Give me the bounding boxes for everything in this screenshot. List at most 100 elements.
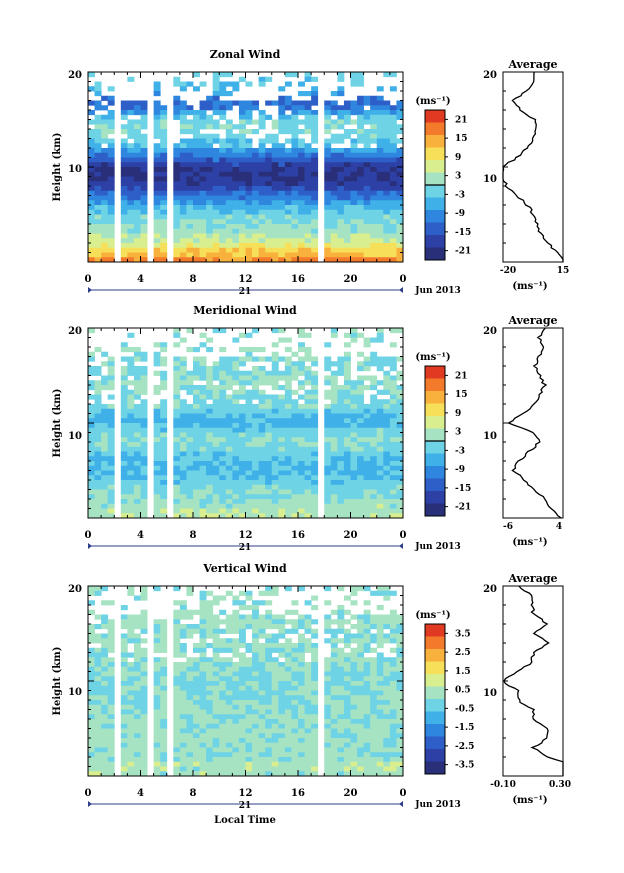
meridional-heatmap-cell (133, 418, 141, 424)
zonal-heatmap-cell (330, 214, 338, 220)
vertical-heatmap-cell (219, 619, 227, 625)
vertical-heatmap-cell (94, 709, 102, 715)
meridional-heatmap-cell (179, 503, 187, 509)
zonal-heatmap-cell (245, 152, 253, 158)
zonal-heatmap-cell (212, 233, 220, 239)
zonal-heatmap-cell (173, 167, 181, 173)
meridional-heatmap-cell (173, 513, 181, 519)
meridional-heatmap-cell (271, 342, 279, 348)
meridional-heatmap-cell (101, 499, 109, 505)
zonal-heatmap-cell (363, 238, 371, 244)
zonal-heatmap-cell (127, 200, 135, 206)
vertical-heatmap-cell (153, 643, 161, 649)
vertical-heatmap-cell (101, 666, 109, 672)
zonal-heatmap-cell (370, 171, 378, 177)
zonal-heatmap-cell (199, 224, 207, 230)
zonal-heatmap-cell (160, 152, 168, 158)
meridional-heatmap-cell (238, 408, 246, 414)
vertical-heatmap-cell (357, 586, 365, 592)
zonal-heatmap-cell (238, 247, 246, 253)
meridional-heatmap-cell (212, 418, 220, 424)
zonal-heatmap-cell (343, 243, 351, 249)
zonal-heatmap-cell (238, 114, 246, 120)
vertical-heatmap-cell (389, 738, 397, 744)
zonal-heatmap-cell (363, 157, 371, 163)
vertical-heatmap-cell (278, 633, 286, 639)
vertical-heatmap-cell (383, 690, 391, 696)
vertical-heatmap-cell (186, 757, 194, 763)
meridional-heatmap-cell (101, 385, 109, 391)
zonal-xtick-8: 8 (190, 274, 197, 285)
vertical-heatmap-cell (219, 643, 227, 649)
zonal-heatmap-cell (127, 214, 135, 220)
meridional-heatmap-cell (153, 461, 161, 467)
vertical-heatmap-cell (252, 666, 260, 672)
meridional-heatmap-cell (245, 347, 253, 353)
meridional-heatmap-cell (389, 461, 397, 467)
vertical-heatmap-cell (284, 647, 292, 653)
zonal-heatmap-cell (140, 100, 148, 106)
vertical-heatmap-cell (350, 657, 358, 663)
zonal-heatmap-cell (298, 233, 305, 239)
meridional-heatmap-cell (265, 442, 273, 448)
zonal-heatmap-cell (271, 138, 279, 144)
zonal-heatmap-cell (337, 171, 345, 177)
meridional-heatmap-cell (225, 475, 233, 481)
zonal-heatmap-cell (383, 224, 391, 230)
meridional-heatmap-cell (101, 494, 109, 500)
meridional-heatmap-cell (245, 456, 253, 462)
zonal-heatmap-cell (363, 119, 371, 125)
vertical-heatmap-cell (383, 685, 391, 691)
zonal-heatmap-cell (304, 205, 312, 211)
vertical-heatmap-cell (199, 761, 207, 767)
vertical-heatmap-cell (278, 647, 286, 653)
meridional-heatmap-cell (284, 366, 292, 372)
zonal-heatmap-cell (258, 238, 266, 244)
zonal-heatmap-cell (337, 76, 345, 82)
meridional-heatmap-cell (127, 446, 135, 452)
vertical-heatmap-cell (173, 766, 181, 772)
meridional-heatmap-cell (252, 499, 260, 505)
vertical-heatmap-cell (363, 657, 371, 663)
meridional-heatmap-cell (284, 337, 292, 343)
vertical-heatmap-cell (376, 733, 384, 739)
vertical-heatmap-cell (199, 752, 207, 758)
vertical-heatmap-cell (140, 647, 148, 653)
vertical-heatmap-cell (94, 690, 102, 696)
zonal-heatmap-cell (127, 219, 135, 225)
meridional-heatmap-cell (343, 470, 351, 476)
zonal-heatmap-cell (363, 214, 371, 220)
vertical-heatmap-cell (245, 714, 253, 720)
meridional-heatmap-cell (337, 480, 345, 486)
vertical-heatmap-cell (193, 609, 200, 615)
vertical-heatmap-cell (140, 619, 148, 625)
zonal-heatmap-cell (193, 133, 200, 139)
zonal-heatmap-cell (133, 238, 141, 244)
vertical-heatmap-cell (278, 690, 286, 696)
zonal-title: Zonal Wind (210, 48, 281, 61)
meridional-heatmap-cell (107, 385, 115, 391)
zonal-heatmap-cell (94, 224, 102, 230)
meridional-heatmap-cell (383, 489, 391, 495)
meridional-heatmap-cell (291, 508, 299, 514)
vertical-heatmap-cell (173, 619, 181, 625)
meridional-heatmap-cell (252, 427, 260, 433)
vertical-heatmap-cell (265, 761, 273, 767)
zonal-heatmap-cell (107, 124, 115, 130)
vertical-heatmap-cell (179, 747, 187, 753)
meridional-heatmap-cell (193, 451, 200, 457)
meridional-heatmap-cell (363, 499, 371, 505)
vertical-heatmap-cell (271, 766, 279, 772)
meridional-heatmap-cell (127, 423, 135, 429)
vertical-heatmap-cell (88, 719, 95, 725)
zonal-heatmap-cell (265, 233, 273, 239)
meridional-heatmap-cell (363, 408, 371, 414)
zonal-heatmap-cell (101, 205, 109, 211)
meridional-heatmap-cell (284, 456, 292, 462)
vertical-heatmap-cell (258, 752, 266, 758)
meridional-heatmap-cell (160, 356, 168, 362)
vertical-heatmap-cell (389, 662, 397, 668)
zonal-heatmap-cell (357, 247, 365, 253)
meridional-heatmap-cell (265, 380, 273, 386)
